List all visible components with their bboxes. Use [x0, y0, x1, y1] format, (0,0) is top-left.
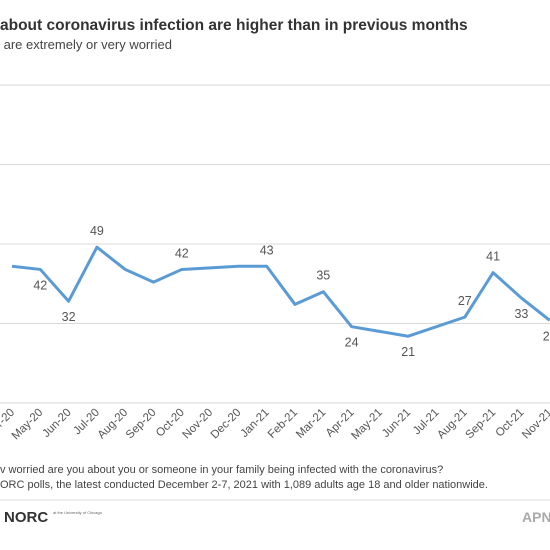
x-tick-label: May-20: [10, 407, 46, 443]
data-label: 49: [90, 224, 104, 238]
x-tick-label: Aug-21: [435, 407, 470, 442]
data-label: 21: [401, 345, 415, 359]
logo-right: APN: [522, 509, 550, 525]
line: [11, 245, 550, 338]
data-label: 43: [260, 243, 274, 257]
chart-subtitle: are extremely or very worried: [0, 37, 172, 52]
data-label: 24: [345, 336, 359, 350]
x-tick-label: Sep-20: [124, 407, 159, 442]
x-tick-label: Dec-20: [209, 407, 244, 442]
x-tick-label: Nov-21: [520, 407, 550, 442]
x-tick-label: Sep-21: [464, 407, 499, 442]
footnote: v worried are you about you or someone i…: [0, 464, 443, 476]
data-label: 27: [458, 294, 472, 308]
x-tick-label: Feb-21: [266, 407, 300, 441]
x-tick-label: Nov-20: [181, 407, 216, 442]
x-tick-label: Jun-20: [40, 407, 73, 440]
data-label: 42: [33, 278, 47, 292]
data-label: 41: [486, 250, 500, 264]
data-label: 26: [543, 329, 550, 343]
x-tick-label: Aug-20: [96, 407, 131, 442]
x-tick-label: Jun-21: [380, 407, 413, 440]
x-tick-label: May-21: [349, 407, 385, 443]
logo: NORC: [4, 509, 48, 526]
x-tick-label: Mar-21: [294, 407, 328, 441]
data-label: 32: [62, 310, 76, 324]
logo-sub: at the University of Chicago: [53, 510, 103, 515]
x-tick-label: Jan-21: [238, 407, 271, 440]
data-label: 33: [514, 307, 528, 321]
source: ORC polls, the latest conducted December…: [0, 479, 488, 491]
data-label: 35: [316, 269, 330, 283]
data-label: 42: [175, 246, 189, 260]
chart-title: about coronavirus infection are higher t…: [0, 17, 468, 34]
